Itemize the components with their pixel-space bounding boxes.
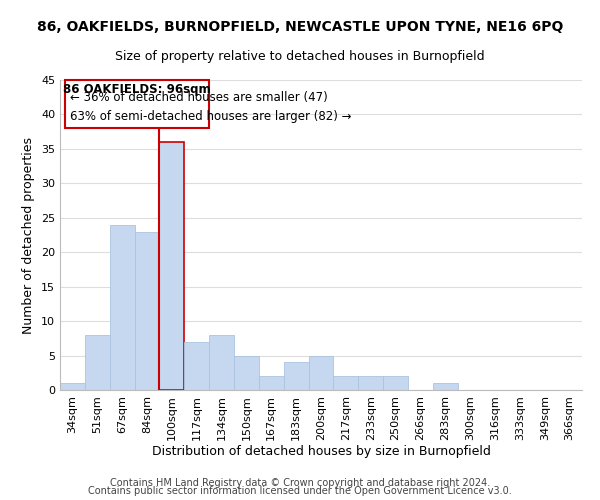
Text: Contains HM Land Registry data © Crown copyright and database right 2024.: Contains HM Land Registry data © Crown c… xyxy=(110,478,490,488)
X-axis label: Distribution of detached houses by size in Burnopfield: Distribution of detached houses by size … xyxy=(152,446,490,458)
Bar xyxy=(308,356,334,390)
Bar xyxy=(60,383,85,390)
Bar xyxy=(433,383,458,390)
Bar xyxy=(334,376,358,390)
Bar xyxy=(134,232,160,390)
Bar xyxy=(85,335,110,390)
Text: Contains public sector information licensed under the Open Government Licence v3: Contains public sector information licen… xyxy=(88,486,512,496)
Bar xyxy=(383,376,408,390)
Text: ← 36% of detached houses are smaller (47): ← 36% of detached houses are smaller (47… xyxy=(70,92,328,104)
Bar xyxy=(358,376,383,390)
Bar xyxy=(234,356,259,390)
Bar xyxy=(110,224,134,390)
Text: 86 OAKFIELDS: 96sqm: 86 OAKFIELDS: 96sqm xyxy=(63,83,211,96)
Bar xyxy=(259,376,284,390)
Text: Size of property relative to detached houses in Burnopfield: Size of property relative to detached ho… xyxy=(115,50,485,63)
Y-axis label: Number of detached properties: Number of detached properties xyxy=(22,136,35,334)
FancyBboxPatch shape xyxy=(65,80,209,128)
Bar xyxy=(209,335,234,390)
Text: 86, OAKFIELDS, BURNOPFIELD, NEWCASTLE UPON TYNE, NE16 6PQ: 86, OAKFIELDS, BURNOPFIELD, NEWCASTLE UP… xyxy=(37,20,563,34)
Bar xyxy=(284,362,308,390)
Bar xyxy=(160,142,184,390)
Text: 63% of semi-detached houses are larger (82) →: 63% of semi-detached houses are larger (… xyxy=(70,110,352,123)
Bar xyxy=(184,342,209,390)
